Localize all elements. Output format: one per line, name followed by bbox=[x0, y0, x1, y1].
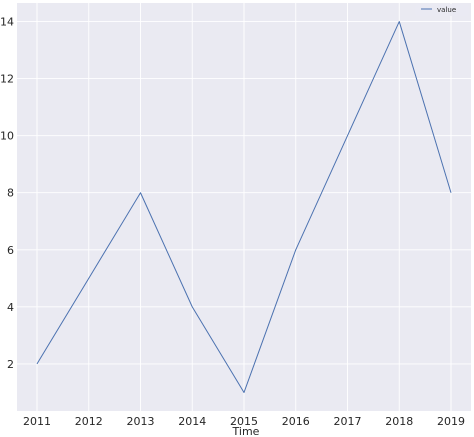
y-tick-label: 14 bbox=[0, 16, 14, 29]
legend-label: value bbox=[437, 6, 456, 14]
x-tick-label: 2011 bbox=[23, 415, 51, 428]
legend-box bbox=[415, 4, 469, 16]
x-tick-label: 2019 bbox=[437, 415, 465, 428]
series-line bbox=[36, 21, 452, 393]
y-tick-label: 2 bbox=[7, 358, 14, 371]
x-tick-labels: 2011 2012 2013 2014 2015 2016 2017 2018 2019 bbox=[23, 415, 465, 428]
y-tick-label: 10 bbox=[0, 130, 14, 143]
series-layer bbox=[36, 21, 452, 393]
y-tick-labels: 2 4 6 8 10 12 14 bbox=[0, 16, 14, 371]
x-tick-label: 2012 bbox=[75, 415, 103, 428]
x-tick-label: 2014 bbox=[178, 415, 206, 428]
y-tick-label: 8 bbox=[7, 187, 14, 200]
y-tick-label: 6 bbox=[7, 244, 14, 257]
legend: value bbox=[415, 4, 469, 16]
y-tick-label: 4 bbox=[7, 301, 14, 314]
x-tick-label: 2018 bbox=[385, 415, 413, 428]
grid-lines bbox=[17, 3, 471, 411]
x-tick-label: 2017 bbox=[334, 415, 362, 428]
x-tick-label: 2016 bbox=[282, 415, 310, 428]
x-tick-label: 2013 bbox=[127, 415, 155, 428]
y-tick-label: 12 bbox=[0, 73, 14, 86]
x-axis-title: Time bbox=[232, 425, 260, 437]
x-tick-label: 2015 bbox=[230, 415, 258, 428]
